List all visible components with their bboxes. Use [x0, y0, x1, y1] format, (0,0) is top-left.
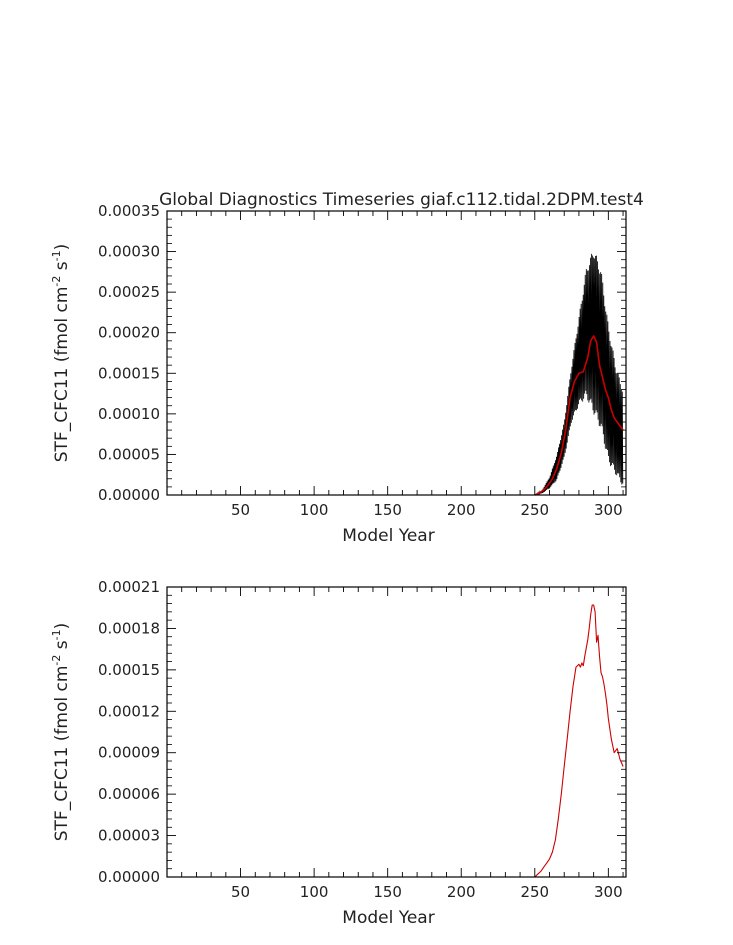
chart-title: Global Diagnostics Timeseries giaf.c112.…	[159, 190, 644, 210]
y-tick-label: 0.00025	[98, 283, 160, 301]
x-tick-label: 50	[231, 501, 250, 519]
y-axis-label-part: )	[52, 623, 72, 630]
y-axis-label: STF_CFC11 (fmol cm-2 s-1)	[50, 244, 72, 462]
x-tick-label: 50	[231, 883, 250, 901]
y-axis-label-part: STF_CFC11 (fmol cm	[52, 287, 72, 463]
x-tick-label: 150	[373, 501, 402, 519]
y-tick-label: 0.00020	[98, 324, 160, 342]
chart-2: 50 100 150 200 250 300 0.00000 0.00003 0.00006 0.…	[50, 578, 627, 928]
y-axis-label-part: -2	[50, 276, 63, 287]
y-tick-label: 0.00012	[98, 702, 160, 720]
y-axis-label-part: s	[52, 640, 72, 654]
y-tick-label: 0.00000	[98, 868, 160, 886]
y-axis-label-part: STF_CFC11 (fmol cm	[52, 666, 72, 842]
plot-frame	[166, 586, 627, 878]
y-tick-label: 0.00035	[98, 202, 160, 220]
y-axis-label-part: )	[52, 244, 72, 251]
series-annual-mean-line	[534, 335, 624, 496]
y-tick-label: 0.00003	[98, 827, 160, 845]
series-annual-mean-line	[167, 604, 624, 878]
x-tick-label: 300	[594, 883, 623, 901]
x-tick-label: 150	[373, 883, 402, 901]
y-axis-label-part: -1	[50, 250, 63, 261]
y-tick-label: 0.00005	[98, 445, 160, 463]
y-axis-label-part: s	[52, 261, 72, 275]
plot-frame	[166, 210, 627, 496]
x-tick-label: 300	[594, 501, 623, 519]
y-tick-label: 0.00018	[98, 619, 160, 637]
x-tick-label: 200	[447, 883, 476, 901]
y-tick-label: 0.00000	[98, 486, 160, 504]
x-tick-label: 200	[447, 501, 476, 519]
y-tick-label: 0.00009	[98, 744, 160, 762]
y-tick-label: 0.00015	[98, 661, 160, 679]
x-tick-label: 250	[520, 883, 549, 901]
y-tick-label: 0.00021	[98, 578, 160, 596]
x-axis-label: Model Year	[342, 526, 434, 546]
x-tick-label: 250	[520, 501, 549, 519]
x-tick-label: 100	[300, 883, 329, 901]
y-tick-label: 0.00010	[98, 405, 160, 423]
y-axis-label-part: -1	[50, 629, 63, 640]
x-axis-label: Model Year	[342, 908, 434, 928]
x-tick-label: 100	[300, 501, 329, 519]
y-tick-label: 0.00030	[98, 243, 160, 261]
y-axis-label: STF_CFC11 (fmol cm-2 s-1)	[50, 623, 72, 841]
chart-1: 50 100 150 200 250 300 0.00000 0.00005 0.00010 0.…	[50, 190, 644, 546]
y-axis-label-part: -2	[50, 655, 63, 666]
y-tick-label: 0.00006	[98, 785, 160, 803]
y-tick-label: 0.00015	[98, 364, 160, 382]
